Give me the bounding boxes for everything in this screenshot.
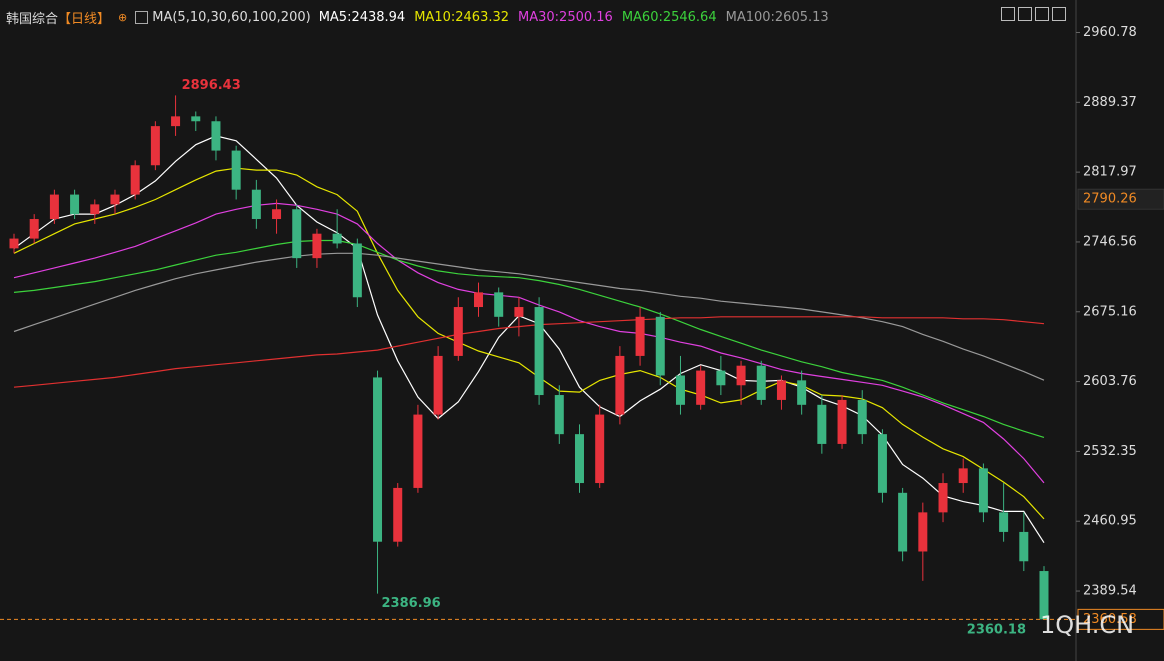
candle-body	[898, 492, 908, 552]
candle-body	[817, 404, 827, 444]
candle-body	[130, 165, 140, 195]
candle-body	[211, 121, 221, 151]
candle-body	[292, 209, 302, 259]
candle-body	[655, 316, 665, 376]
candle-body	[90, 204, 100, 215]
low-label: 2386.96	[382, 596, 441, 611]
candle-body	[736, 365, 746, 386]
candle-body	[29, 219, 39, 239]
y-tick-label: 2460.95	[1083, 514, 1137, 529]
tool-button[interactable]	[1018, 7, 1032, 21]
last-price: 2360.58	[1083, 612, 1137, 627]
candle-body	[635, 316, 645, 356]
candle-body	[332, 233, 342, 244]
high-label: 2896.43	[182, 78, 241, 93]
candle-body	[9, 238, 19, 249]
candle-body	[49, 194, 59, 220]
candle-body	[171, 116, 181, 127]
candle-body	[110, 194, 120, 205]
y-tick-label: 2960.78	[1083, 25, 1137, 40]
candle-body	[70, 194, 80, 215]
candle-body	[373, 377, 383, 542]
price-marker-box	[1077, 188, 1164, 210]
legend-entry: MA30:2500.16	[518, 10, 613, 25]
candle-body	[494, 292, 504, 317]
candle-body	[918, 512, 928, 552]
candle-body	[857, 399, 867, 435]
legend-entry: MA10:2463.32	[414, 10, 510, 25]
ma-line	[13, 252, 1045, 381]
ma-line	[13, 202, 1045, 484]
candle-body	[877, 434, 887, 493]
tool-button[interactable]	[1052, 7, 1066, 21]
watermark: 1QH.CN	[1040, 611, 1134, 639]
candle-body	[756, 365, 766, 400]
candle-body	[574, 434, 584, 484]
legend-entry: MA5:2438.94	[318, 10, 406, 25]
ma-line	[13, 316, 1045, 388]
y-tick-label: 2675.16	[1083, 304, 1137, 319]
candle-body	[675, 375, 685, 405]
ma-line	[13, 239, 1045, 438]
indicator-icon[interactable]	[135, 11, 149, 24]
last-price-box	[1077, 608, 1164, 630]
candle-body	[595, 414, 605, 484]
candle-body	[837, 399, 847, 444]
candle-body	[251, 189, 261, 220]
y-tick-label: 2603.76	[1083, 374, 1137, 389]
y-tick-label: 2389.54	[1083, 584, 1137, 599]
candle-body	[999, 512, 1009, 532]
candle-body	[191, 116, 201, 122]
candle-body	[534, 307, 544, 396]
candle-body	[433, 355, 443, 415]
candle-body	[1039, 571, 1049, 620]
candle-body	[615, 355, 625, 415]
candle-body	[393, 487, 403, 542]
candle-body	[776, 380, 786, 400]
candle-body	[474, 292, 484, 308]
candle-body	[312, 233, 322, 259]
settings-icon[interactable]: ⊕	[118, 11, 128, 24]
candle-body	[150, 126, 160, 166]
candle-body	[938, 483, 948, 513]
header: 韩国综合 【日线】 ⊕ MA(5,10,30,60,100,200) MA5:2…	[6, 8, 829, 27]
candle-body	[231, 150, 241, 190]
y-tick-label: 2817.97	[1083, 165, 1137, 180]
candle-body	[352, 243, 362, 298]
candle-body	[978, 468, 988, 513]
ma-line	[13, 135, 1045, 544]
price-marker: 2790.26	[1083, 192, 1137, 207]
candle-body	[696, 370, 706, 405]
candle-body	[413, 414, 423, 488]
candle-body	[716, 370, 726, 386]
candle-body	[514, 307, 524, 317]
candle-body	[453, 307, 463, 356]
chart-title: 韩国综合	[6, 12, 59, 27]
y-tick-label: 2532.35	[1083, 444, 1137, 459]
candle-body	[554, 395, 564, 435]
ma-line	[13, 167, 1045, 520]
candle-body	[958, 468, 968, 484]
period[interactable]: 【日线】	[58, 12, 111, 27]
toolbar	[1001, 7, 1066, 21]
candle-body	[272, 209, 282, 220]
legend: MA5:2438.94 MA10:2463.32 MA30:2500.16 MA60:…	[319, 10, 829, 25]
legend-entry: MA60:2546.64	[621, 10, 717, 25]
indicator: MA(5,10,30,60,100,200)	[152, 10, 311, 25]
tool-button[interactable]	[1035, 7, 1049, 21]
y-tick-label: 2746.56	[1083, 234, 1137, 249]
y-tick-label: 2889.37	[1083, 95, 1137, 110]
tool-button[interactable]	[1001, 7, 1015, 21]
legend-entry: MA100:2605.13	[725, 10, 829, 25]
candle-body	[797, 380, 807, 405]
candle-body	[1019, 531, 1029, 562]
low-label: 2360.18	[967, 622, 1026, 637]
